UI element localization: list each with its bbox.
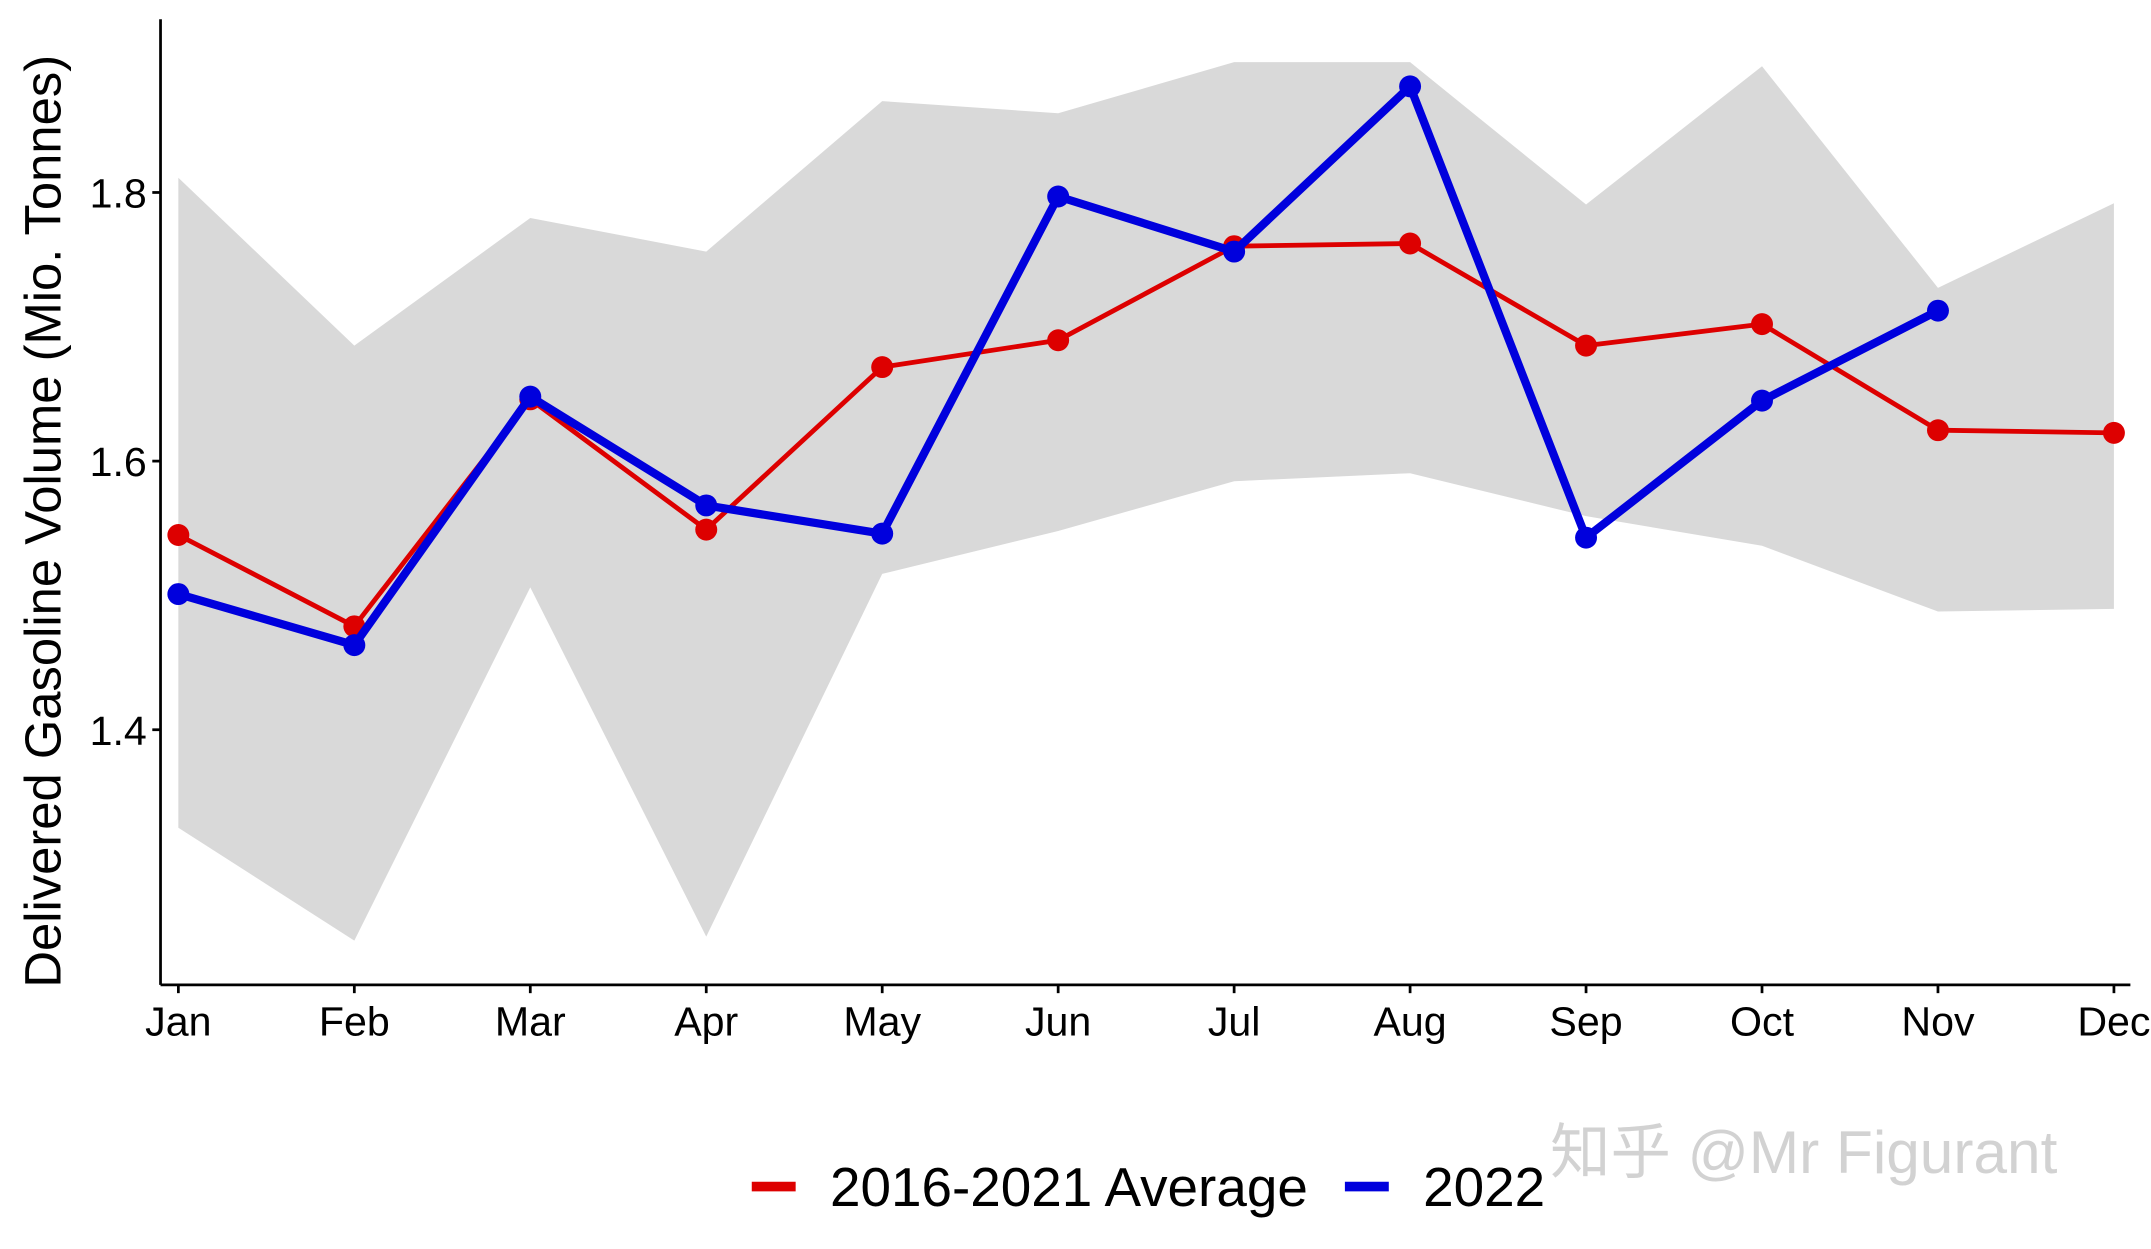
data-point [1926,299,1949,322]
data-point [871,356,894,379]
range-band [178,62,2114,941]
data-point [1399,232,1422,255]
data-point [1575,334,1598,357]
x-tick-label: Jul [1208,999,1261,1045]
data-point [167,583,190,606]
data-point [343,634,366,657]
data-point [1575,526,1598,549]
data-point [695,518,718,541]
data-point [1047,185,1070,208]
data-point [2102,421,2125,444]
data-point [695,494,718,517]
x-tick-label: Jan [145,999,211,1045]
data-point [1223,240,1246,263]
x-tick-label: Apr [674,999,738,1045]
x-tick-label: Dec [2077,999,2150,1045]
x-tick-label: Mar [495,999,566,1045]
legend-label: 2016-2021 Average [830,1156,1308,1218]
legend-label: 2022 [1423,1156,1545,1218]
data-point [1047,329,1070,352]
y-tick-label: 1.8 [90,171,147,217]
x-tick-label: Sep [1549,999,1622,1045]
data-point [871,522,894,545]
x-tick-label: Nov [1901,999,1975,1045]
x-tick-label: Oct [1730,999,1795,1045]
y-tick-label: 1.6 [90,439,147,485]
data-point [519,385,542,408]
x-tick-label: Aug [1373,999,1446,1045]
data-point [167,524,190,546]
y-tick-label: 1.4 [90,708,147,754]
data-point [1399,75,1422,98]
data-point [1751,313,1773,336]
y-axis-label: Delivered Gasoline Volume (Mio. Tonnes) [14,55,71,988]
x-tick-label: May [843,999,921,1045]
watermark: 知乎 @Mr Figurant [1550,1118,2057,1186]
x-tick-label: Feb [319,999,390,1045]
x-tick-label: Jun [1025,999,1091,1045]
data-point [1751,389,1773,412]
data-point [1926,419,1949,442]
